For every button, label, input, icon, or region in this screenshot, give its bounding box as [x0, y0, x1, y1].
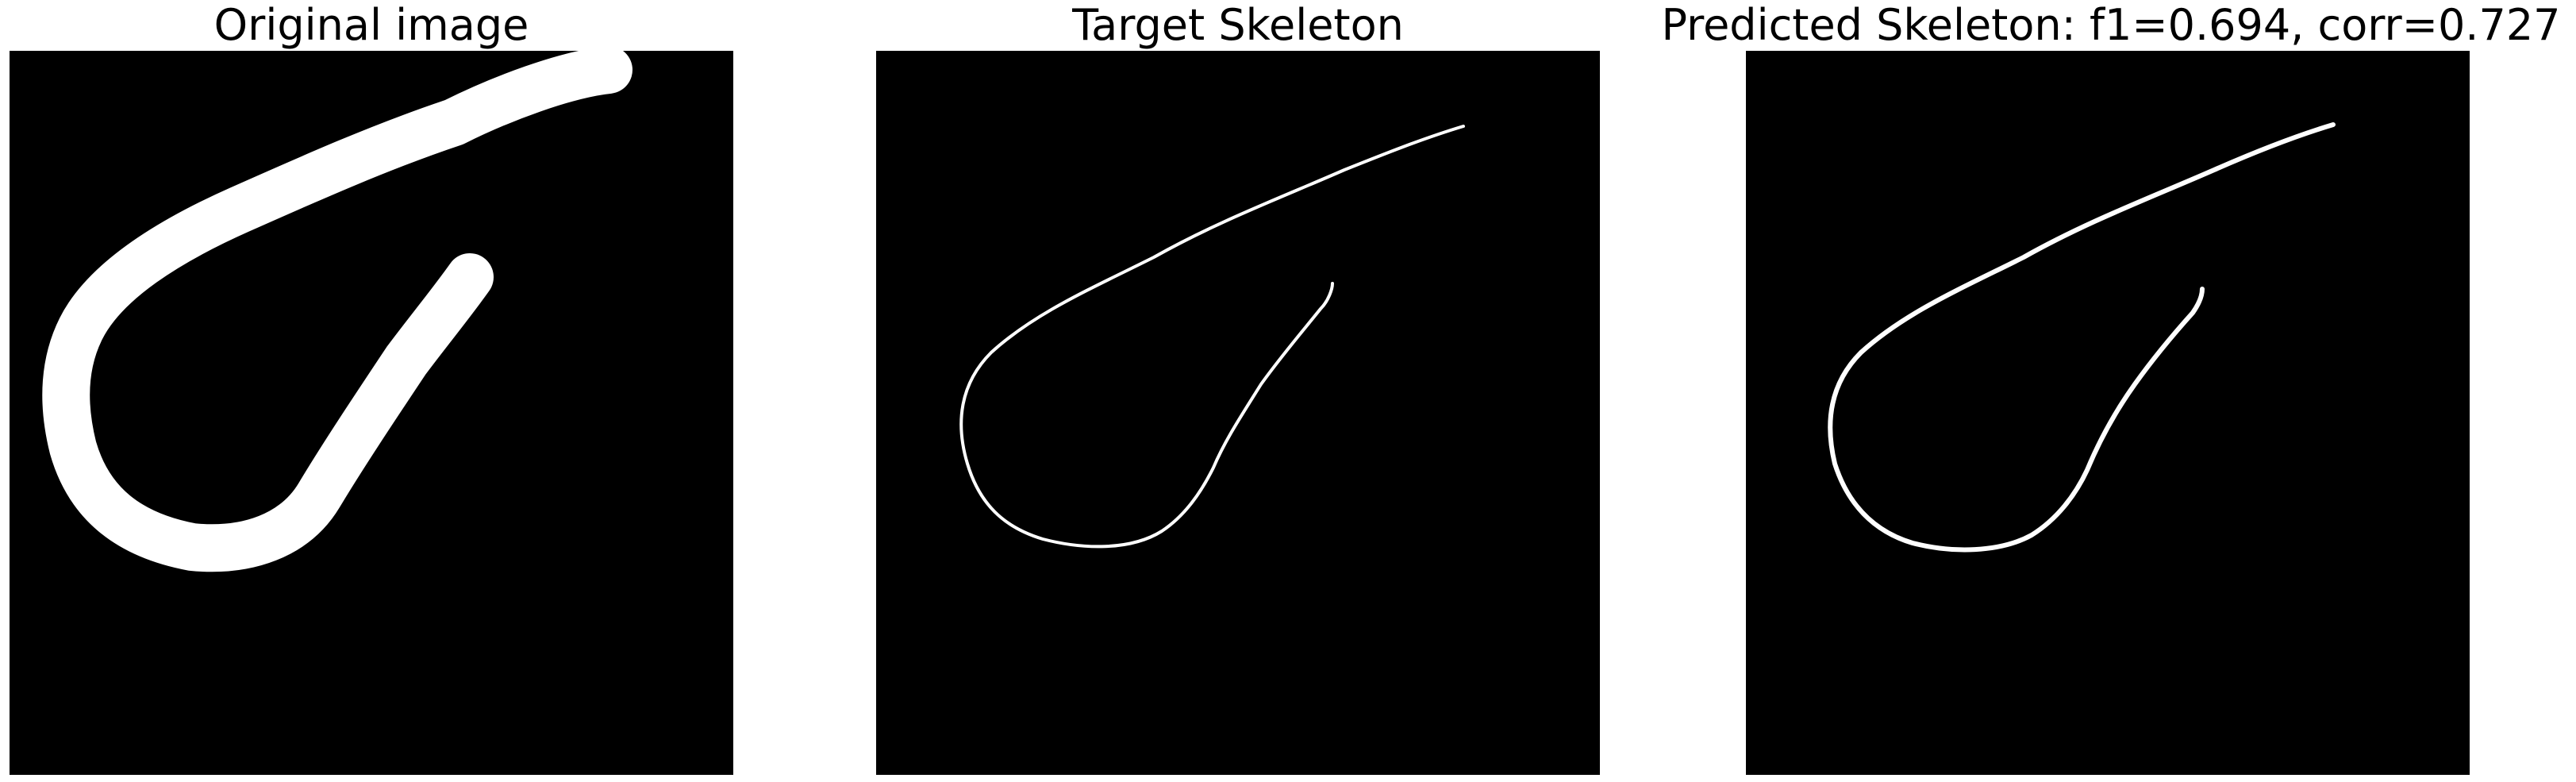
- predicted-skeleton-image: [1828, 122, 2336, 553]
- target-skeleton-image: [959, 125, 1465, 549]
- original-stroke-image: [42, 51, 632, 572]
- target-skeleton-panel: [876, 51, 1600, 775]
- original-image-panel: [10, 51, 733, 775]
- predicted-skeleton-line: [1828, 122, 2336, 553]
- panel-title-original: Original image: [213, 0, 529, 50]
- panel-title-target: Target Skeleton: [1072, 0, 1404, 50]
- target-skeleton-line: [959, 125, 1465, 549]
- panel-title-predicted: Predicted Skeleton: f1=0.694, corr=0.727: [1661, 0, 2561, 50]
- predicted-skeleton-panel: [1746, 51, 2470, 775]
- original-stroke: [42, 51, 632, 572]
